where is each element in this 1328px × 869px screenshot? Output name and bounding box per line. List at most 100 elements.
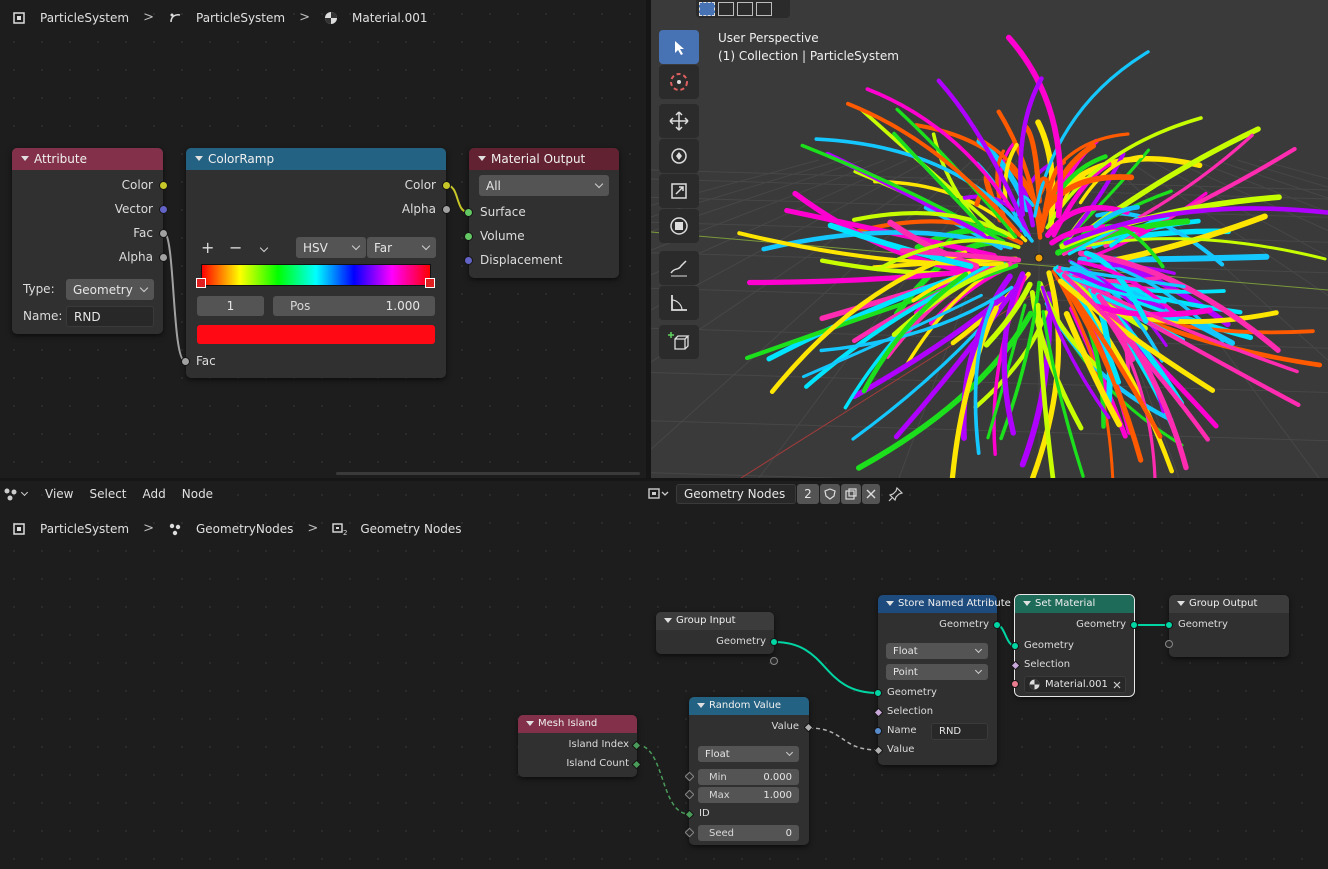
data-type-dropdown[interactable]: Float xyxy=(698,746,799,762)
material-output-node[interactable]: Material Output All Surface Volume Displ… xyxy=(464,148,619,278)
mesh-island-header[interactable]: Mesh Island xyxy=(518,715,637,733)
type-dropdown[interactable]: Geometry xyxy=(66,279,154,300)
value-input-socket[interactable] xyxy=(873,745,884,756)
mesh-island-node[interactable]: Mesh Island Island Index Island Count xyxy=(518,715,642,777)
attribute-name-field[interactable]: RND xyxy=(931,723,988,740)
area-splitter-vertical[interactable] xyxy=(646,0,651,478)
stop-color-swatch[interactable] xyxy=(197,325,435,344)
geometry-input-socket[interactable] xyxy=(1165,621,1173,629)
color-output-socket[interactable] xyxy=(442,181,451,190)
pin-button[interactable] xyxy=(888,486,906,504)
geometry-input-socket[interactable] xyxy=(874,689,882,697)
id-input-socket[interactable] xyxy=(684,809,695,820)
surface-input-socket[interactable] xyxy=(464,208,473,217)
store-named-attribute-node[interactable]: Store Named Attribute Geometry Float Poi… xyxy=(873,595,1011,765)
unlink-button[interactable] xyxy=(862,484,880,504)
alpha-output-socket[interactable] xyxy=(159,253,168,262)
menu-add[interactable]: Add xyxy=(142,487,166,501)
select-intersect-icon[interactable] xyxy=(756,2,772,16)
alpha-output-socket[interactable] xyxy=(442,205,451,214)
set-material-header[interactable]: Set Material xyxy=(1015,595,1134,613)
name-input-socket[interactable] xyxy=(874,727,882,735)
name-field[interactable]: RND xyxy=(66,306,154,327)
breadcrumb-object[interactable]: ParticleSystem xyxy=(40,10,130,25)
group-input-node[interactable]: Group Input Geometry xyxy=(656,612,778,665)
selection-input-socket[interactable] xyxy=(873,707,884,718)
data-type-dropdown[interactable]: Float xyxy=(886,643,988,659)
editor-type-dropdown[interactable] xyxy=(3,484,33,504)
target-dropdown[interactable]: All xyxy=(479,175,609,196)
add-cube-tool[interactable] xyxy=(659,325,699,359)
geometry-output-socket[interactable] xyxy=(1130,621,1138,629)
seed-input-socket[interactable] xyxy=(684,827,695,838)
fac-output-socket[interactable] xyxy=(159,229,168,238)
domain-dropdown[interactable]: Point xyxy=(886,664,988,680)
island-index-socket[interactable] xyxy=(631,740,642,751)
min-field[interactable]: Min 0.000 xyxy=(698,769,799,785)
color-output-socket[interactable] xyxy=(159,181,168,190)
fake-user-button[interactable] xyxy=(820,484,840,504)
color-ramp-gradient[interactable] xyxy=(201,264,431,286)
max-field[interactable]: Max 1.000 xyxy=(698,787,799,803)
group-input-header[interactable]: Group Input xyxy=(656,612,774,630)
rotate-tool[interactable] xyxy=(659,139,699,173)
group-output-header[interactable]: Group Output xyxy=(1169,595,1289,613)
breadcrumb-particles[interactable]: ParticleSystem xyxy=(196,10,286,25)
value-output-socket[interactable] xyxy=(803,722,814,733)
node-tree-name-field[interactable]: Geometry Nodes xyxy=(676,484,796,504)
stop-index-field[interactable]: 1 xyxy=(197,296,264,316)
area-splitter-horizontal[interactable] xyxy=(0,478,1328,481)
breadcrumb-modifier[interactable]: GeometryNodes xyxy=(196,521,294,536)
menu-node[interactable]: Node xyxy=(181,487,214,501)
cursor-tool[interactable] xyxy=(659,65,699,99)
empty-output-socket[interactable] xyxy=(770,657,778,665)
group-output-node[interactable]: Group Output Geometry xyxy=(1165,595,1289,657)
breadcrumb-node-tree[interactable]: Geometry Nodes xyxy=(360,521,462,536)
measure-tool[interactable] xyxy=(659,286,699,320)
fac-input-socket[interactable] xyxy=(181,357,190,366)
attribute-node[interactable]: Attribute Color Vector Fac Alpha Type: G… xyxy=(12,148,168,334)
interpolation-dropdown[interactable]: Far xyxy=(367,237,436,258)
selection-input-socket[interactable] xyxy=(1010,660,1021,671)
max-input-socket[interactable] xyxy=(684,789,695,800)
volume-input-socket[interactable] xyxy=(464,232,473,241)
node-tree-browse-button[interactable] xyxy=(647,484,674,504)
annotate-tool[interactable] xyxy=(659,251,699,285)
transform-tool[interactable] xyxy=(659,209,699,243)
random-value-header[interactable]: Random Value xyxy=(689,697,809,715)
breadcrumb-material[interactable]: Material.001 xyxy=(352,10,428,25)
store-named-attribute-header[interactable]: Store Named Attribute xyxy=(878,595,1011,613)
select-new-icon[interactable] xyxy=(699,2,715,16)
displacement-input-socket[interactable] xyxy=(464,256,473,265)
ramp-menu-button[interactable] xyxy=(259,240,269,254)
add-stop-button[interactable]: + xyxy=(201,238,215,257)
color-mode-dropdown[interactable]: HSV xyxy=(296,237,366,258)
geometry-output-socket[interactable] xyxy=(770,638,778,646)
3d-viewport[interactable]: User Perspective (1) Collection | Partic… xyxy=(651,0,1328,478)
vector-output-socket[interactable] xyxy=(159,205,168,214)
colorramp-node-header[interactable]: ColorRamp xyxy=(186,148,446,170)
shader-editor[interactable]: ParticleSystem > ParticleSystem > Materi… xyxy=(0,0,646,478)
geometry-node-editor[interactable]: View Select Add Node Geometry Nodes 2 Pa… xyxy=(0,481,1328,869)
geometry-output-socket[interactable] xyxy=(993,621,1001,629)
random-value-node[interactable]: Random Value Value Float Min 0.000 Max 1… xyxy=(684,697,814,845)
island-count-socket[interactable] xyxy=(631,759,642,770)
material-output-header[interactable]: Material Output xyxy=(469,148,619,170)
duplicate-button[interactable] xyxy=(841,484,861,504)
stop-position-field[interactable]: Pos 1.000 xyxy=(273,296,435,316)
breadcrumb-object[interactable]: ParticleSystem xyxy=(40,521,130,536)
menu-select[interactable]: Select xyxy=(89,487,127,501)
selection-mode-toolbar[interactable] xyxy=(696,0,790,18)
menu-view[interactable]: View xyxy=(45,487,74,501)
ramp-stop-right[interactable] xyxy=(425,278,435,288)
user-count-button[interactable]: 2 xyxy=(797,484,819,504)
min-input-socket[interactable] xyxy=(684,771,695,782)
geometry-input-socket[interactable] xyxy=(1011,642,1019,650)
colorramp-node[interactable]: ColorRamp Color Alpha + − HSV Far 1 Pos … xyxy=(181,148,451,378)
close-icon[interactable] xyxy=(1113,681,1121,689)
select-tool[interactable] xyxy=(659,30,699,64)
attribute-node-header[interactable]: Attribute xyxy=(12,148,163,170)
set-material-node[interactable]: Set Material Geometry Geometry Selection… xyxy=(1010,594,1138,697)
material-input-socket[interactable] xyxy=(1011,680,1019,688)
ramp-stop-left[interactable] xyxy=(196,278,206,288)
